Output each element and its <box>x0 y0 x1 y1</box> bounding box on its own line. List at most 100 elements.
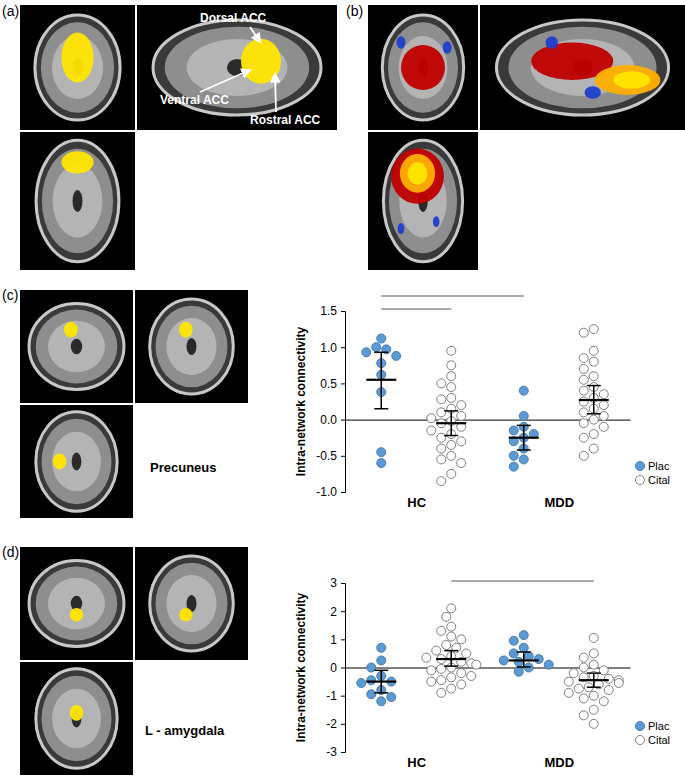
data-point <box>437 408 446 417</box>
data-point <box>442 640 451 649</box>
y-tick: 0.5 <box>320 377 345 391</box>
data-point <box>589 633 598 642</box>
brain-image <box>480 5 685 130</box>
data-point <box>589 649 598 658</box>
y-tick-mark <box>341 611 345 612</box>
y-tick-mark <box>341 311 345 312</box>
y-tick-mark <box>341 492 345 493</box>
data-point <box>509 636 518 645</box>
y-tick-label: 1.0 <box>320 341 337 355</box>
brain-image <box>368 132 478 270</box>
skull <box>382 15 463 120</box>
skull <box>383 140 462 261</box>
y-tick: -1 <box>326 689 345 703</box>
region-label: L - amygdala <box>145 723 225 738</box>
y-tick: 1.0 <box>320 341 345 355</box>
chart: -1.0-0.50.00.51.01.5HCMDDIntra-network c… <box>294 296 670 510</box>
error-cap-low <box>444 435 458 437</box>
chart: -3-2-10123HCMDDIntra-network connectivit… <box>294 576 670 770</box>
legend-label: Plac <box>648 720 670 732</box>
data-point <box>509 649 518 658</box>
data-point <box>514 667 523 676</box>
skull <box>150 299 234 394</box>
image-background <box>480 5 685 130</box>
data-point <box>579 375 588 384</box>
error-cap-high <box>587 672 601 674</box>
brain-image <box>368 5 478 130</box>
data-point <box>519 643 528 652</box>
skull <box>36 412 117 511</box>
activation-blob <box>53 454 67 470</box>
data-point <box>437 444 446 453</box>
data-point <box>579 354 588 363</box>
white-matter <box>166 318 216 375</box>
data-point <box>579 711 588 720</box>
activation-blob <box>397 36 406 49</box>
panel-label: (a) <box>2 3 19 19</box>
y-tick: -2 <box>326 717 345 731</box>
plot-marks <box>357 604 624 728</box>
x-axis: HCMDD <box>346 420 631 511</box>
data-point <box>599 390 608 399</box>
brain-image <box>20 547 133 660</box>
legend-marker <box>636 736 645 745</box>
legend: PlacCital <box>636 460 671 486</box>
y-tick: 2 <box>330 605 345 619</box>
mean-line <box>509 659 539 661</box>
data-point <box>447 346 456 355</box>
data-point <box>392 351 401 360</box>
data-point <box>367 676 376 685</box>
white-matter <box>48 578 105 630</box>
skull <box>29 561 124 647</box>
y-tick-mark <box>341 456 345 457</box>
activation-blob <box>613 71 650 89</box>
y-tick: 1 <box>330 633 345 647</box>
activation-blob <box>400 154 435 193</box>
data-point <box>447 393 456 402</box>
data-point <box>377 643 386 652</box>
data-point <box>574 684 583 693</box>
y-tick-label: 0.5 <box>320 377 337 391</box>
data-point <box>564 677 573 686</box>
data-point <box>447 440 456 449</box>
mean-line <box>509 437 539 439</box>
activation-blob <box>408 162 428 184</box>
white-matter <box>52 432 101 492</box>
x-tick-label: HC <box>407 495 426 510</box>
error-cap-low <box>374 692 388 694</box>
data-point <box>579 386 588 395</box>
data-point <box>447 383 456 392</box>
data-point <box>604 686 613 695</box>
data-point <box>457 437 466 446</box>
data-point <box>579 433 588 442</box>
data-point <box>447 451 456 460</box>
legend: PlacCital <box>636 720 671 746</box>
data-point <box>437 676 446 685</box>
image-background <box>135 547 248 660</box>
data-point <box>519 386 528 395</box>
data-point <box>447 469 456 478</box>
data-point <box>589 325 598 334</box>
data-point <box>589 660 598 669</box>
y-axis-title: Intra-network connectivity <box>294 593 308 743</box>
brain-image <box>20 405 133 518</box>
data-point <box>579 694 588 703</box>
data-point <box>377 697 386 706</box>
data-point <box>589 705 598 714</box>
y-tick: 3 <box>330 576 345 590</box>
legend-marker <box>636 462 645 471</box>
data-point <box>604 674 613 683</box>
y-axis-line <box>341 584 346 753</box>
y-tick-mark <box>341 752 345 753</box>
image-background <box>20 405 133 518</box>
y-tick-label: -2 <box>326 717 337 731</box>
mean-line <box>436 658 466 660</box>
x-tick: HC <box>407 420 426 511</box>
error-cap-high <box>444 410 458 412</box>
data-point <box>589 444 598 453</box>
image-background <box>137 5 337 130</box>
skull <box>153 20 321 115</box>
figure: (a)(b)(c)(d)Dorsal ACCVentral ACCRostral… <box>0 0 685 783</box>
mean-line <box>366 379 396 381</box>
data-point <box>599 422 608 431</box>
